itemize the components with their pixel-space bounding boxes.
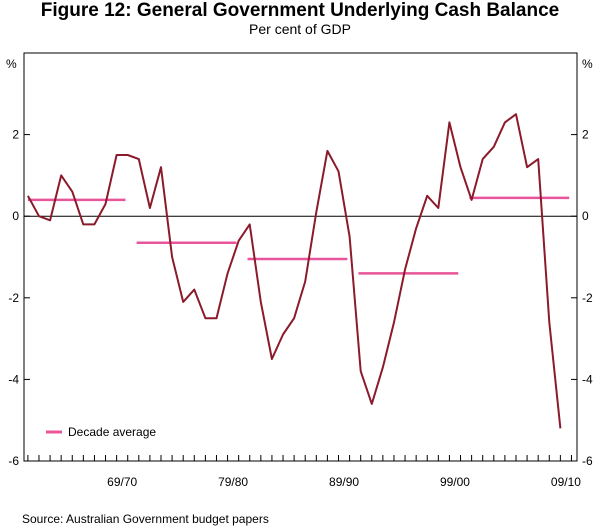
- y-tick-label-left: -4: [8, 372, 19, 386]
- y-axis-unit-right: %: [582, 57, 593, 71]
- x-tick-label: 99/00: [440, 475, 470, 489]
- x-tick-label: 09/10: [551, 475, 581, 489]
- series-layer: [27, 113, 570, 429]
- chart-subtitle: Per cent of GDP: [249, 21, 351, 37]
- plot-frame: [23, 52, 578, 462]
- source-note: Source: Australian Government budget pap…: [22, 512, 269, 526]
- y-tick-label-right: 0: [582, 209, 589, 223]
- y-tick-label-left: 2: [12, 128, 19, 142]
- y-tick-label-right: 2: [582, 128, 589, 142]
- ticks-layer: 2 2 0 0 -2 -2 -4 -4 -6 -6 69/70 79/80 89/90 99/00 09/1…: [8, 128, 593, 489]
- series-line-cash-balance: [27, 113, 562, 429]
- legend: Decade average: [46, 425, 156, 439]
- y-tick-label-right: -2: [582, 291, 593, 305]
- legend-label: Decade average: [68, 425, 156, 439]
- x-tick-label: 69/70: [107, 475, 137, 489]
- x-tick-label: 79/80: [218, 475, 248, 489]
- y-tick-label-right: -6: [582, 454, 593, 468]
- y-axis-unit-left: %: [6, 57, 17, 71]
- x-tick-label: 89/90: [329, 475, 359, 489]
- y-tick-label-left: 0: [12, 209, 19, 223]
- y-tick-label-left: -6: [8, 454, 19, 468]
- y-tick-label-left: -2: [8, 291, 19, 305]
- chart-title: Figure 12: General Government Underlying…: [40, 0, 560, 21]
- y-tick-label-right: -4: [582, 372, 593, 386]
